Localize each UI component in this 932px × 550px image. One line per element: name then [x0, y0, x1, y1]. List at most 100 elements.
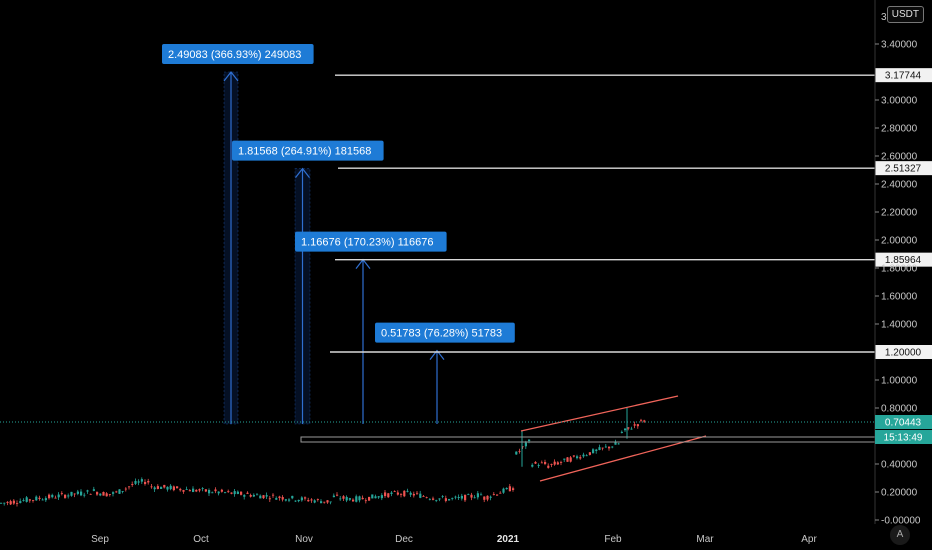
candle[interactable]: [150, 486, 153, 488]
measure-tag[interactable]: [375, 322, 515, 343]
candle[interactable]: [208, 490, 211, 494]
candle[interactable]: [6, 501, 9, 503]
channel-upper-line[interactable]: [520, 395, 679, 432]
candle[interactable]: [272, 494, 275, 496]
candle[interactable]: [243, 495, 246, 497]
candle[interactable]: [377, 496, 380, 498]
candle[interactable]: [9, 501, 12, 505]
candle[interactable]: [102, 491, 105, 496]
candle[interactable]: [224, 492, 227, 494]
candle[interactable]: [505, 487, 508, 490]
candle[interactable]: [499, 492, 502, 494]
measure-tag[interactable]: [232, 140, 384, 161]
candle[interactable]: [518, 450, 521, 452]
candle[interactable]: [300, 497, 303, 501]
candle[interactable]: [121, 491, 124, 492]
candle[interactable]: [320, 501, 323, 504]
candle[interactable]: [422, 496, 425, 497]
candle[interactable]: [428, 498, 431, 500]
candle[interactable]: [393, 491, 396, 492]
candle[interactable]: [326, 500, 329, 503]
candle[interactable]: [128, 486, 131, 488]
candle[interactable]: [147, 480, 150, 483]
candle[interactable]: [489, 496, 492, 498]
candle[interactable]: [460, 495, 463, 499]
candle[interactable]: [339, 498, 342, 500]
candle[interactable]: [617, 443, 620, 445]
candle[interactable]: [566, 457, 569, 462]
candle[interactable]: [48, 494, 51, 499]
candle[interactable]: [137, 481, 140, 483]
candle[interactable]: [563, 458, 566, 460]
candle[interactable]: [483, 496, 486, 500]
candle[interactable]: [332, 495, 335, 498]
candle[interactable]: [153, 487, 156, 490]
candle[interactable]: [233, 491, 236, 495]
candle[interactable]: [454, 496, 457, 498]
candle[interactable]: [569, 457, 572, 462]
candlestick-series[interactable]: [0, 408, 646, 507]
candle[interactable]: [512, 488, 515, 490]
candle[interactable]: [211, 492, 214, 494]
candle[interactable]: [57, 494, 60, 498]
candle[interactable]: [188, 490, 191, 492]
candle[interactable]: [41, 499, 44, 501]
candle[interactable]: [265, 495, 268, 497]
candle[interactable]: [550, 463, 553, 465]
candle[interactable]: [214, 489, 217, 492]
auto-scale-button[interactable]: A: [890, 525, 910, 545]
candle[interactable]: [492, 494, 495, 496]
candle[interactable]: [278, 496, 281, 499]
candle[interactable]: [592, 449, 595, 454]
candle[interactable]: [358, 496, 361, 501]
candle[interactable]: [256, 494, 259, 496]
candle[interactable]: [611, 446, 614, 448]
currency-button[interactable]: USDT: [886, 6, 924, 23]
candle[interactable]: [531, 464, 534, 467]
candle[interactable]: [288, 499, 291, 501]
candle[interactable]: [25, 497, 28, 502]
candle[interactable]: [390, 492, 393, 494]
candle[interactable]: [32, 500, 35, 501]
candle[interactable]: [380, 495, 383, 499]
candle[interactable]: [537, 465, 540, 467]
candle[interactable]: [633, 424, 636, 426]
candle[interactable]: [35, 496, 38, 501]
candle[interactable]: [515, 451, 518, 455]
candle[interactable]: [416, 492, 419, 494]
candle[interactable]: [291, 495, 294, 499]
candle[interactable]: [176, 486, 179, 489]
candle[interactable]: [371, 494, 374, 499]
candle[interactable]: [643, 420, 646, 422]
candle[interactable]: [201, 488, 204, 490]
candle[interactable]: [604, 446, 607, 448]
candle[interactable]: [467, 494, 470, 496]
candle[interactable]: [496, 494, 499, 496]
candle[interactable]: [595, 449, 598, 452]
candle[interactable]: [614, 442, 617, 445]
candle[interactable]: [412, 493, 415, 496]
candle[interactable]: [307, 500, 310, 502]
candle[interactable]: [364, 500, 367, 502]
candle[interactable]: [92, 489, 95, 491]
measure-tag[interactable]: [162, 44, 314, 64]
candle[interactable]: [22, 500, 25, 501]
candle[interactable]: [156, 486, 159, 489]
candle[interactable]: [419, 493, 422, 498]
candle[interactable]: [553, 461, 556, 465]
candle[interactable]: [451, 498, 454, 499]
candle[interactable]: [195, 489, 198, 492]
measure-tag[interactable]: [295, 231, 447, 252]
candle[interactable]: [441, 496, 444, 498]
candle[interactable]: [560, 462, 563, 463]
candle[interactable]: [352, 499, 355, 502]
candle[interactable]: [240, 491, 243, 495]
candle[interactable]: [528, 439, 531, 442]
candle[interactable]: [185, 489, 188, 490]
time-axis[interactable]: Sep Oct Nov Dec 2021 Feb Mar Apr: [91, 534, 817, 545]
candle[interactable]: [640, 419, 643, 421]
candle[interactable]: [409, 492, 412, 495]
candle[interactable]: [252, 494, 255, 497]
candle[interactable]: [636, 424, 639, 427]
candle[interactable]: [336, 494, 339, 496]
